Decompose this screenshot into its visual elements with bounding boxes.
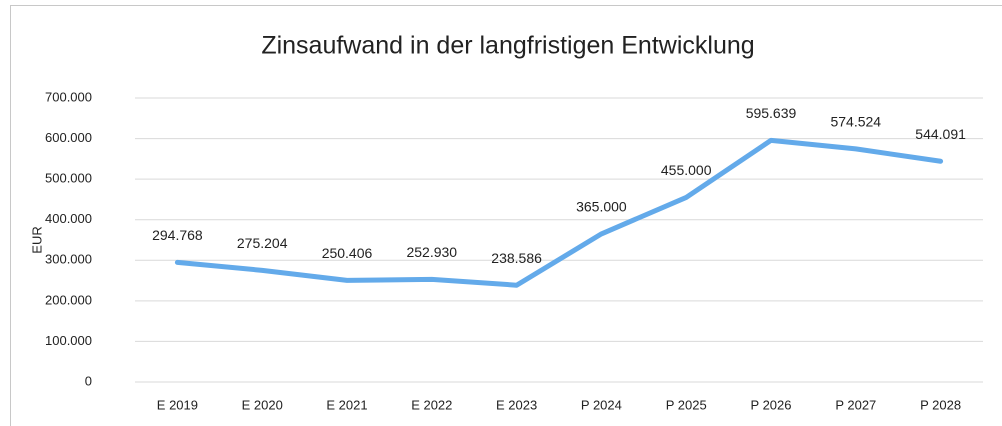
data-label: 595.639 xyxy=(746,105,797,121)
chart-border xyxy=(10,5,1002,426)
data-label: 275.204 xyxy=(237,235,288,251)
x-tick-label: E 2022 xyxy=(411,397,452,412)
x-tick-label: P 2028 xyxy=(920,397,961,412)
data-label: 544.091 xyxy=(915,126,966,142)
y-tick-label: 200.000 xyxy=(45,292,92,307)
data-line xyxy=(174,137,944,288)
y-tick-label: 100.000 xyxy=(45,333,92,348)
data-label: 250.406 xyxy=(322,245,373,261)
x-tick-label: P 2026 xyxy=(751,397,792,412)
data-label: 294.768 xyxy=(152,227,203,243)
y-axis-label: EUR xyxy=(29,226,44,253)
y-tick-label: 300.000 xyxy=(45,252,92,267)
x-tick-label: E 2021 xyxy=(326,397,367,412)
data-label: 238.586 xyxy=(491,250,542,266)
y-tick-label: 700.000 xyxy=(45,89,92,104)
x-tick-label: E 2023 xyxy=(496,397,537,412)
y-tick-label: 0 xyxy=(85,373,92,388)
data-label: 455.000 xyxy=(661,162,712,178)
data-label: 365.000 xyxy=(576,199,627,215)
data-label: 252.930 xyxy=(406,244,457,260)
chart-title: Zinsaufwand in der langfristigen Entwick… xyxy=(261,32,754,60)
y-tick-label: 500.000 xyxy=(45,171,92,186)
x-tick-label: P 2024 xyxy=(581,397,622,412)
x-tick-label: P 2025 xyxy=(666,397,707,412)
x-tick-label: E 2020 xyxy=(242,397,283,412)
y-tick-label: 600.000 xyxy=(45,130,92,145)
data-label: 574.524 xyxy=(830,114,881,130)
y-tick-label: 400.000 xyxy=(45,211,92,226)
x-tick-label: P 2027 xyxy=(835,397,876,412)
x-tick-label: E 2019 xyxy=(157,397,198,412)
